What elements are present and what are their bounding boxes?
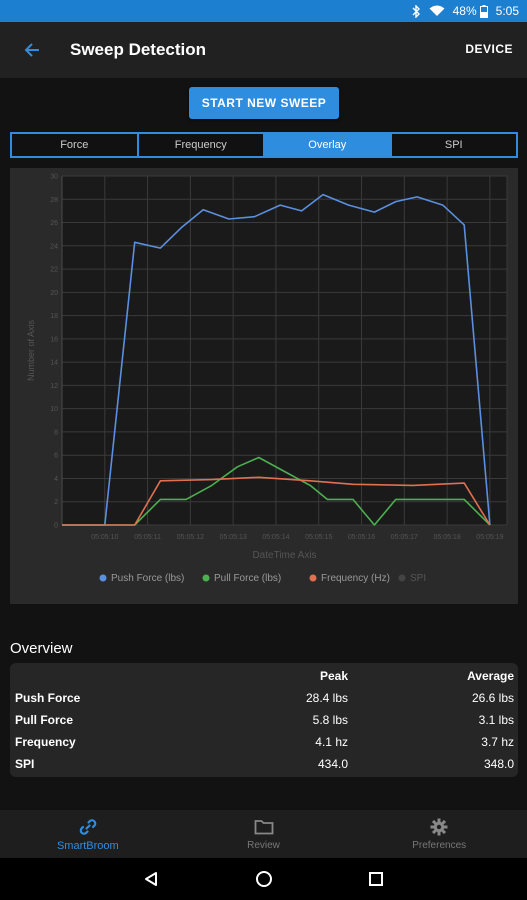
nav-label: Preferences	[412, 840, 467, 851]
row-peak: 4.1 hz	[315, 735, 348, 749]
start-new-sweep-button[interactable]: START NEW SWEEP	[189, 87, 339, 119]
row-label: Pull Force	[15, 713, 74, 727]
legend-label-1: Pull Force (lbs)	[214, 573, 281, 584]
clock: 5:05	[495, 4, 519, 18]
header-average: Average	[467, 669, 514, 683]
home-circle-icon[interactable]	[254, 869, 274, 889]
table-row: Frequency 4.1 hz 3.7 hz	[10, 731, 518, 753]
recents-square-icon[interactable]	[366, 869, 386, 889]
nav-smartbroom[interactable]: SmartBroom	[0, 810, 176, 858]
gear-icon	[430, 817, 448, 837]
tab-force[interactable]: Force	[12, 134, 139, 156]
legend-label-3: SPI	[410, 573, 426, 584]
row-peak: 434.0	[317, 757, 348, 771]
tab-spi[interactable]: SPI	[444, 139, 463, 151]
nav-label: Review	[247, 840, 280, 851]
y-tick-label: 8	[54, 429, 58, 436]
x-tick-label: 05:05:13	[220, 534, 247, 541]
battery-icon	[479, 4, 488, 18]
y-axis-label: Number of Axis	[26, 319, 36, 381]
y-tick-label: 30	[50, 174, 58, 181]
back-triangle-icon[interactable]	[141, 869, 161, 889]
y-tick-label: 2	[54, 499, 58, 506]
y-tick-label: 6	[54, 453, 58, 460]
link-icon	[79, 817, 97, 837]
wifi-icon	[429, 5, 445, 17]
x-tick-label: 05:05:19	[476, 534, 503, 541]
y-tick-label: 0	[54, 523, 58, 530]
row-average: 3.7 hz	[481, 735, 514, 749]
nav-label: SmartBroom	[56, 839, 119, 852]
tab-overlay[interactable]: Overlay	[265, 134, 392, 156]
row-average: 26.6 lbs	[471, 691, 514, 705]
row-label: SPI	[15, 757, 35, 771]
y-tick-label: 28	[50, 197, 58, 204]
y-tick-label: 24	[50, 243, 58, 250]
main-content: START NEW SWEEP Force Frequency Overlay …	[0, 78, 527, 810]
battery-percent: 48%	[452, 4, 477, 18]
x-tick-label: 05:05:12	[177, 534, 204, 541]
table-row: Push Force 28.4 lbs 26.6 lbs	[10, 687, 518, 709]
row-label: Push Force	[15, 691, 81, 705]
table-row: SPI 434.0 348.0	[10, 753, 518, 775]
row-peak: 28.4 lbs	[305, 691, 348, 705]
y-tick-label: 12	[50, 383, 58, 390]
x-tick-label: 05:05:16	[348, 534, 375, 541]
legend-marker-2	[309, 574, 317, 582]
overview-table: Peak Average Push Force 28.4 lbs 26.6 lb…	[10, 663, 518, 777]
overview-title: Overview	[10, 640, 73, 657]
x-tick-label: 05:05:18	[433, 534, 460, 541]
legend-marker-0	[99, 574, 107, 582]
arrow-left-icon[interactable]	[22, 40, 42, 60]
legend-marker-3	[398, 574, 406, 582]
series-line-2	[62, 476, 491, 526]
nav-preferences[interactable]: Preferences	[351, 810, 527, 858]
chart-tabs: Force Frequency Overlay SPI	[10, 132, 518, 158]
page-title: Sweep Detection	[70, 40, 207, 59]
row-label: Frequency	[15, 735, 76, 749]
x-tick-label: 05:05:14	[262, 534, 289, 541]
folder-icon	[254, 817, 274, 837]
y-tick-label: 26	[50, 220, 58, 227]
nav-review[interactable]: Review	[176, 810, 352, 858]
app-bar: Sweep Detection DEVICE	[0, 22, 527, 78]
x-tick-label: 05:05:15	[305, 534, 332, 541]
y-tick-label: 4	[54, 476, 58, 483]
tab-frequency[interactable]: Frequency	[139, 134, 265, 156]
status-bar: 48% 5:05	[0, 0, 527, 22]
row-average: 3.1 lbs	[478, 713, 514, 727]
y-tick-label: 16	[50, 336, 58, 343]
row-peak: 5.8 lbs	[312, 713, 348, 727]
bluetooth-icon	[411, 4, 421, 18]
x-axis-label: DateTime Axis	[252, 550, 316, 561]
legend-label-0: Push Force (lbs)	[111, 573, 184, 584]
x-tick-label: 05:05:10	[91, 534, 118, 541]
bottom-nav: SmartBroom Review Preferences	[0, 810, 527, 858]
table-header: Peak Average	[10, 665, 518, 687]
header-peak: Peak	[319, 669, 348, 683]
series-line-0	[62, 193, 491, 526]
plot-area	[62, 176, 507, 525]
legend-marker-1	[202, 574, 210, 582]
system-nav	[0, 858, 527, 900]
table-row: Pull Force 5.8 lbs 3.1 lbs	[10, 709, 518, 731]
y-tick-label: 20	[50, 290, 58, 297]
y-tick-label: 18	[50, 313, 58, 320]
x-tick-label: 05:05:11	[134, 534, 161, 541]
y-tick-label: 22	[50, 267, 58, 274]
series-line-1	[62, 456, 491, 526]
y-tick-label: 14	[50, 360, 58, 367]
x-tick-label: 05:05:17	[391, 534, 418, 541]
row-average: 348.0	[483, 757, 514, 771]
device-button[interactable]: DEVICE	[465, 42, 513, 56]
y-tick-label: 10	[50, 406, 58, 413]
legend-label-2: Frequency (Hz)	[321, 573, 390, 584]
overlay-chart: 0 2 4 6 8 10 12 14 16 18 20 22 24 26 28 30 05:05:10 05:05…	[10, 168, 518, 604]
